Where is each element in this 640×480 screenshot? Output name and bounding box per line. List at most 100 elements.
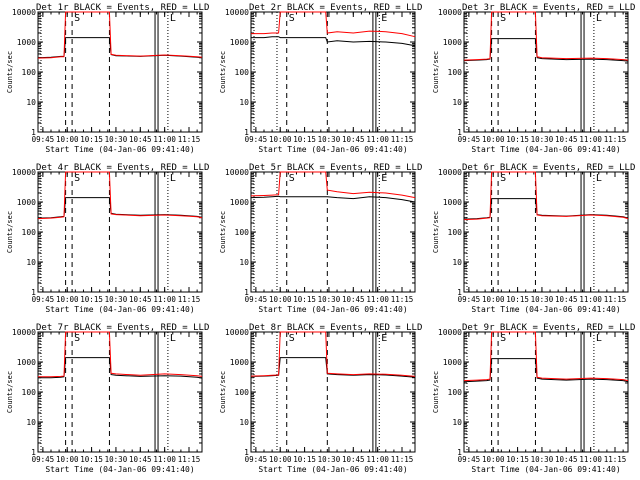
x-tick-label: 10:45	[342, 295, 365, 304]
x-tick-label: 09:45	[32, 455, 55, 464]
x-tick-label: 10:15	[293, 455, 316, 464]
series-line-lld	[463, 171, 629, 221]
x-tick-label: 09:45	[458, 455, 481, 464]
y-tick-label: 1000	[230, 38, 249, 47]
y-tick-label: 1000	[443, 198, 462, 207]
y-tick-label: 10000	[225, 8, 249, 17]
x-tick-label: 09:45	[245, 455, 268, 464]
panel-title: Det 8r BLACK = Events, RED = LLD	[249, 323, 422, 333]
panel-6: Det 6r BLACK = Events, RED = LLD 1 10 100 10…	[432, 163, 635, 314]
panel-title: Det 2r BLACK = Events, RED = LLD	[249, 3, 422, 13]
x-tick-label: 11:15	[391, 455, 414, 464]
y-tick-label: 10000	[438, 8, 462, 17]
y-tick-label: 10	[26, 258, 36, 267]
series-line-events	[250, 195, 416, 203]
y-tick-label: 10	[452, 98, 462, 107]
x-tick-label: 10:00	[482, 455, 505, 464]
panel-title: Det 7r BLACK = Events, RED = LLD	[36, 323, 209, 333]
x-tick-label: 11:15	[604, 135, 627, 144]
x-tick-label: 10:00	[56, 455, 79, 464]
plot-frame	[37, 11, 203, 133]
x-tick-label: 11:15	[391, 135, 414, 144]
panel-title: Det 9r BLACK = Events, RED = LLD	[462, 323, 635, 333]
marker-label: S	[74, 333, 80, 344]
x-tick-label: 10:45	[555, 135, 578, 144]
marker-label: L	[596, 333, 602, 344]
y-tick-label: 1	[244, 128, 249, 137]
x-tick-label: 10:30	[318, 295, 341, 304]
x-tick-label: 11:00	[366, 455, 389, 464]
x-tick-label: 10:00	[56, 135, 79, 144]
y-tick-label: 1000	[443, 358, 462, 367]
x-tick-label: 10:30	[531, 135, 554, 144]
y-tick-label: 1	[244, 288, 249, 297]
marker-label: L	[596, 173, 602, 184]
y-tick-label: 100	[235, 388, 250, 397]
y-tick-label: 100	[235, 228, 250, 237]
x-tick-label: 09:45	[245, 135, 268, 144]
y-tick-label: 10	[239, 418, 249, 427]
series-line-lld	[250, 331, 416, 377]
y-axis-label: Counts/sec	[6, 211, 14, 253]
x-tick-label: 10:15	[80, 455, 103, 464]
x-tick-label: 10:30	[318, 135, 341, 144]
x-tick-label: 09:45	[458, 135, 481, 144]
x-tick-label: 11:00	[579, 295, 602, 304]
y-tick-label: 100	[235, 68, 250, 77]
y-tick-label: 10	[452, 418, 462, 427]
panel-title: Det 4r BLACK = Events, RED = LLD	[36, 163, 209, 173]
panel-3: Det 3r BLACK = Events, RED = LLD 1 10 100 10…	[432, 3, 635, 154]
series-line-events	[38, 357, 203, 379]
marker-label: S	[500, 333, 506, 344]
plot-frame	[37, 171, 203, 293]
y-axis-label: Counts/sec	[219, 51, 227, 93]
x-tick-label: 10:45	[555, 455, 578, 464]
x-tick-label: 11:15	[178, 295, 201, 304]
x-tick-label: 10:30	[105, 295, 128, 304]
x-axis-label: Start Time (04-Jan-06 09:41:40)	[258, 145, 407, 154]
y-tick-label: 100	[448, 228, 463, 237]
y-tick-label: 1	[244, 448, 249, 457]
x-tick-label: 09:45	[32, 295, 55, 304]
y-tick-label: 10	[26, 418, 36, 427]
series-line-lld	[463, 11, 629, 61]
x-axis-label: Start Time (04-Jan-06 09:41:40)	[471, 305, 620, 314]
x-tick-label: 10:30	[105, 455, 128, 464]
series-line-lld	[37, 11, 203, 59]
marker-label: E	[381, 333, 387, 344]
y-tick-label: 10000	[225, 168, 249, 177]
y-tick-label: 100	[22, 228, 37, 237]
x-tick-label: 10:30	[105, 135, 128, 144]
marker-label: S	[289, 173, 295, 184]
marker-label: E	[381, 173, 387, 184]
y-axis-label: Counts/sec	[6, 371, 14, 413]
x-tick-label: 11:00	[153, 455, 176, 464]
plot-frame	[463, 11, 629, 133]
x-tick-label: 11:00	[579, 135, 602, 144]
x-tick-label: 10:45	[129, 455, 152, 464]
y-tick-label: 1000	[443, 38, 462, 47]
x-tick-label: 10:00	[482, 135, 505, 144]
series-line-events	[463, 358, 629, 383]
x-axis-label: Start Time (04-Jan-06 09:41:40)	[45, 465, 194, 474]
y-tick-label: 1000	[17, 198, 36, 207]
x-tick-label: 10:00	[56, 295, 79, 304]
x-tick-label: 10:15	[506, 295, 529, 304]
series-line-lld	[250, 171, 416, 199]
marker-label: L	[170, 173, 176, 184]
y-tick-label: 1000	[17, 38, 36, 47]
y-tick-label: 10000	[12, 168, 36, 177]
plot-frame	[463, 171, 629, 293]
x-tick-label: 10:00	[269, 455, 292, 464]
y-tick-label: 1000	[230, 358, 249, 367]
y-tick-label: 100	[448, 388, 463, 397]
panel-1: Det 1r BLACK = Events, RED = LLD 1 10 100 10…	[6, 3, 209, 154]
panel-8: Det 8r BLACK = Events, RED = LLD 1 10 100 10…	[219, 323, 422, 474]
x-tick-label: 11:00	[366, 295, 389, 304]
plot-frame	[250, 171, 416, 293]
x-tick-label: 10:45	[129, 135, 152, 144]
plot-frame	[250, 331, 416, 453]
y-tick-label: 1	[31, 288, 36, 297]
marker-label: S	[74, 173, 80, 184]
x-tick-label: 10:45	[129, 295, 152, 304]
